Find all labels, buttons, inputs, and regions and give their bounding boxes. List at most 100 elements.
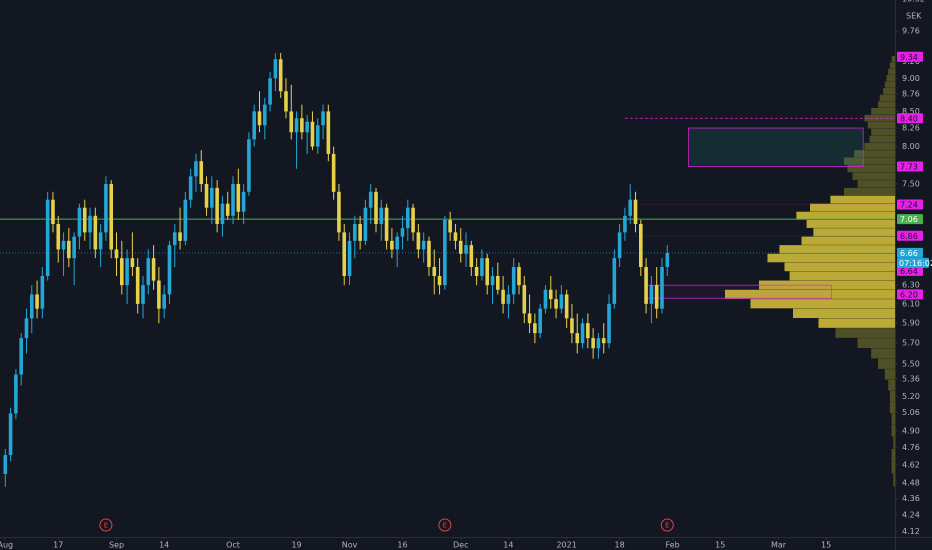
candle-body (374, 191, 378, 225)
candle-body (29, 294, 34, 319)
current-price-label-bg (897, 247, 923, 258)
candle-body (601, 338, 606, 344)
volume-profile-bar (893, 473, 895, 487)
event-label: E (443, 522, 447, 530)
candle-body (141, 285, 145, 304)
volume-profile-bar (888, 68, 895, 75)
volume-profile-bar (891, 461, 895, 474)
candle-body (395, 236, 399, 250)
volume-profile-bar (844, 157, 895, 165)
price-label-bg (897, 230, 923, 241)
volume-profile-bar (830, 195, 895, 204)
volume-profile-bar (891, 425, 895, 437)
candle-body (326, 111, 331, 154)
volume-profile-bar (869, 135, 895, 143)
volume-profile-bar (725, 289, 895, 299)
x-tick-label: 16 (397, 541, 407, 550)
volume-profile-bar (793, 308, 895, 319)
x-tick-label: Aug (0, 541, 13, 550)
candle-body (458, 240, 463, 254)
y-tick-label: 7.50 (902, 180, 920, 189)
event-marker (660, 518, 674, 532)
candle-body (82, 207, 87, 233)
candle-body (660, 267, 664, 309)
y-tick-label: 4.36 (902, 494, 920, 503)
volume-profile-bar (893, 436, 895, 449)
candle-body (527, 313, 532, 324)
candle-body (183, 199, 188, 241)
y-tick-label: 6.10 (902, 299, 920, 308)
y-tick-label: 4.62 (902, 461, 920, 470)
candle-body (262, 104, 267, 126)
volume-profile-bar (857, 180, 895, 188)
x-tick-label: 14 (503, 541, 513, 550)
candle-body (289, 111, 294, 133)
volume-profile-bar (889, 402, 895, 414)
x-tick-label: Feb (665, 541, 679, 550)
candle-body (580, 323, 585, 344)
candle-body (162, 294, 166, 309)
candle-body (443, 219, 447, 286)
candle-body (231, 184, 235, 216)
countdown-label: 07:16:02 (899, 259, 932, 268)
candle-body (157, 280, 161, 309)
candle-body (559, 294, 564, 309)
volume-profile-bar (883, 88, 895, 95)
candle-body (538, 308, 542, 334)
candle-body (644, 267, 648, 304)
candle-body (225, 203, 230, 216)
volume-profile-bar (871, 348, 895, 359)
candle-body (405, 207, 410, 229)
price-label-bg (897, 265, 923, 276)
price-label: 6.86 (900, 232, 918, 241)
candle-body (135, 267, 140, 304)
current-price-label: 6.66 (900, 249, 918, 258)
candle-body (3, 455, 8, 474)
candle-body (649, 285, 654, 304)
volume-profile-bar (871, 128, 895, 136)
candle-body (172, 232, 177, 246)
volume-profile-bar (889, 62, 895, 69)
y-tick-label: 4.90 (902, 426, 920, 435)
y-tick-label: 4.12 (902, 527, 920, 536)
x-tick-label: 19 (291, 541, 301, 550)
candle-body (24, 318, 29, 339)
y-tick-label: 8.50 (902, 107, 920, 116)
volume-profile-bar (844, 187, 895, 196)
y-tick-label: 8.00 (902, 142, 920, 151)
candle-body (45, 199, 50, 277)
candle-body (411, 207, 415, 233)
candle-body (268, 78, 272, 105)
currency-label: SEK (906, 12, 922, 21)
candle-body (215, 187, 219, 225)
volume-profile-bar (888, 379, 895, 391)
candle-body (485, 258, 490, 286)
candle-body (612, 258, 617, 304)
volume-profile-bar (891, 448, 895, 461)
volume-profile-bar (891, 413, 895, 425)
candle-body (427, 240, 431, 268)
volume-profile-bar (813, 228, 895, 237)
candle-body (19, 338, 23, 375)
candle-body (51, 199, 55, 225)
candle-body (633, 199, 638, 225)
x-tick-label: 2021 (556, 541, 576, 550)
y-tick-label: 5.70 (902, 339, 920, 348)
price-label: 7.24 (900, 200, 918, 209)
volume-profile-bar (884, 369, 895, 380)
y-tick-label: 6.30 (902, 281, 920, 290)
candle-body (220, 203, 225, 225)
x-tick-label: Dec (453, 541, 468, 550)
candle-body (665, 252, 670, 268)
candle-body (607, 303, 611, 344)
candle-body (77, 207, 82, 237)
volume-profile-bar (835, 328, 895, 338)
candle-body (347, 240, 352, 277)
candle-body (474, 267, 479, 277)
candle-body (294, 118, 299, 133)
candle-body (305, 121, 309, 133)
candle-body (368, 191, 373, 208)
event-marker (99, 518, 113, 532)
y-tick-label: 8.76 (902, 89, 920, 98)
candle-body (315, 125, 320, 147)
